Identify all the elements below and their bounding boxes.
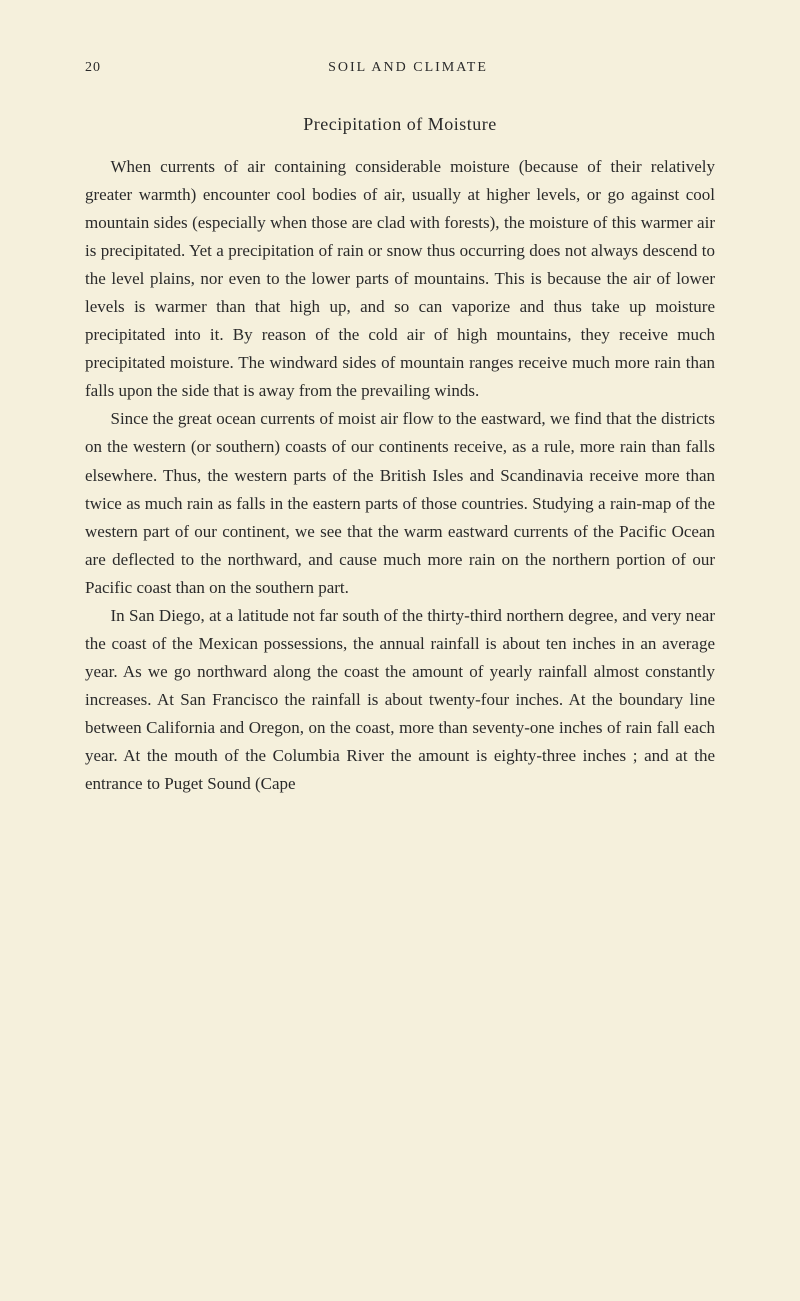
paragraph: In San Diego, at a latitude not far sout… (85, 602, 715, 798)
paragraph: When currents of air containing consider… (85, 153, 715, 405)
section-title: Precipitation of Moisture (85, 114, 715, 135)
paragraph: Since the great ocean currents of moist … (85, 405, 715, 601)
page-header: 20 SOIL AND CLIMATE (85, 60, 715, 76)
body-text: When currents of air containing consider… (85, 153, 715, 798)
running-head: SOIL AND CLIMATE (328, 60, 488, 76)
page-number: 20 (85, 60, 101, 76)
